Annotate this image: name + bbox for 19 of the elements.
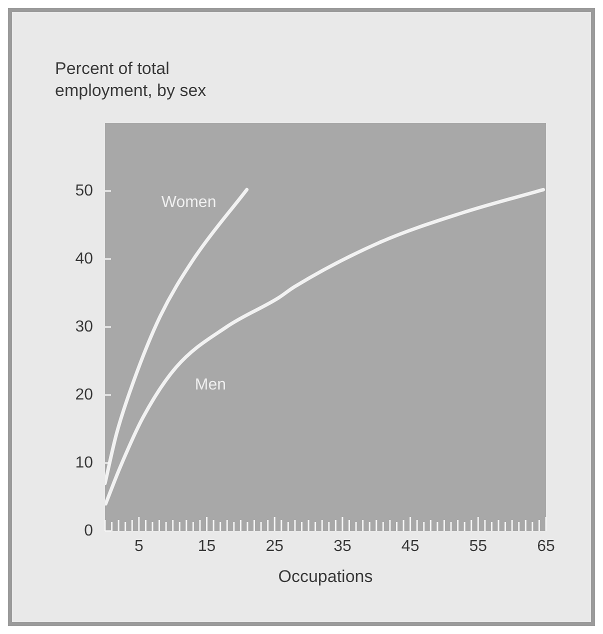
series-label: Women [161, 194, 216, 212]
x-tick-label: 15 [198, 538, 216, 556]
y-axis-title: Percent of total employment, by sex [55, 59, 207, 100]
y-tick-label: 40 [75, 250, 94, 268]
x-tick-label: 45 [401, 538, 420, 556]
x-tick-label: 55 [469, 538, 488, 556]
x-tick-label: 35 [334, 538, 352, 556]
y-tick-label: 0 [84, 522, 94, 540]
series-label: Men [194, 376, 226, 394]
x-tick-label: 65 [537, 538, 555, 556]
x-tick-label: 5 [134, 538, 144, 556]
y-tick-label: 50 [75, 182, 94, 200]
x-tick-label: 25 [266, 538, 284, 556]
y-tick-label: 20 [75, 386, 94, 404]
y-tick-label: 30 [75, 318, 94, 336]
line-series [105, 188, 249, 486]
y-tick-label: 10 [75, 454, 94, 472]
x-axis-title: Occupations [278, 567, 373, 586]
line-series [105, 188, 546, 506]
